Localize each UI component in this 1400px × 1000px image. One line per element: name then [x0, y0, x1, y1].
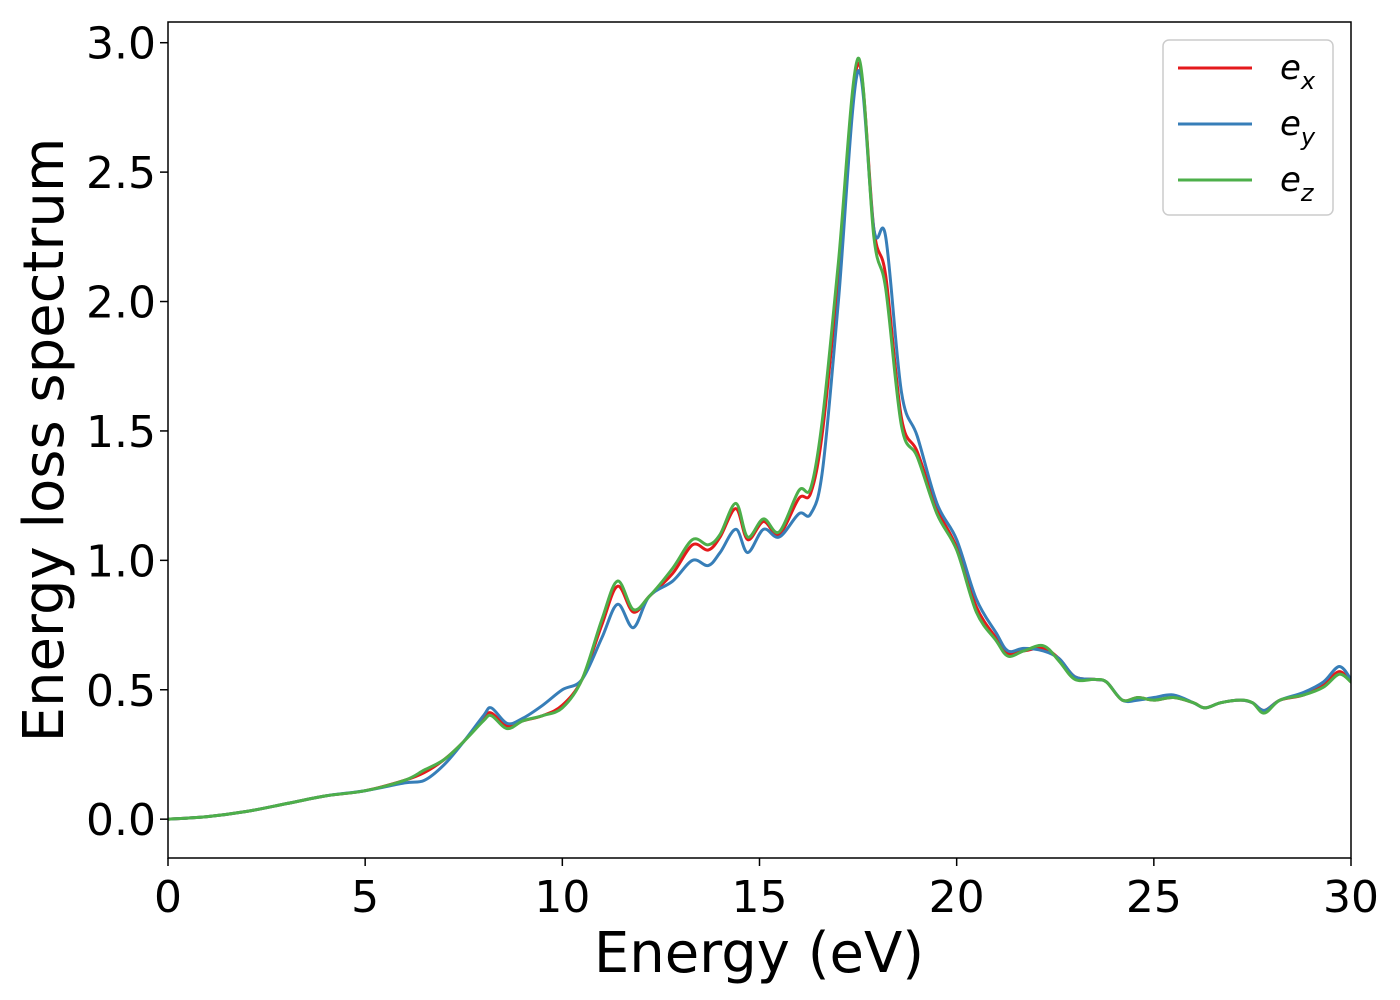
x-tick-label: 30: [1323, 872, 1379, 923]
y-tick-label: 0.0: [86, 795, 156, 846]
x-tick-label: 25: [1126, 872, 1182, 923]
x-tick-label: 5: [351, 872, 379, 923]
x-tick-label: 15: [732, 872, 788, 923]
y-axis-ticks: 0.0 0.5 1.0 1.5 2.0 2.5 3.0: [86, 19, 168, 846]
legend-label-ez: ez: [1280, 160, 1315, 207]
series-layer: [168, 56, 1351, 821]
y-tick-label: 2.0: [86, 278, 156, 329]
series-line-ey: [168, 69, 1351, 821]
x-axis-label: Energy (eV): [594, 921, 924, 986]
series-line-ez: [168, 56, 1351, 821]
x-tick-label: 0: [154, 872, 182, 923]
legend-box: [1162, 39, 1334, 216]
x-tick-label: 10: [534, 872, 590, 923]
x-tick-label: 20: [929, 872, 985, 923]
y-tick-label: 3.0: [86, 19, 156, 70]
x-axis-ticks: 0 5 10 15 20 25 30: [154, 858, 1379, 923]
y-tick-label: 1.0: [86, 536, 156, 587]
y-tick-label: 1.5: [86, 407, 156, 458]
y-tick-label: 2.5: [86, 148, 156, 199]
y-axis-label: Energy loss spectrum: [12, 138, 77, 743]
y-tick-label: 0.5: [86, 666, 156, 717]
